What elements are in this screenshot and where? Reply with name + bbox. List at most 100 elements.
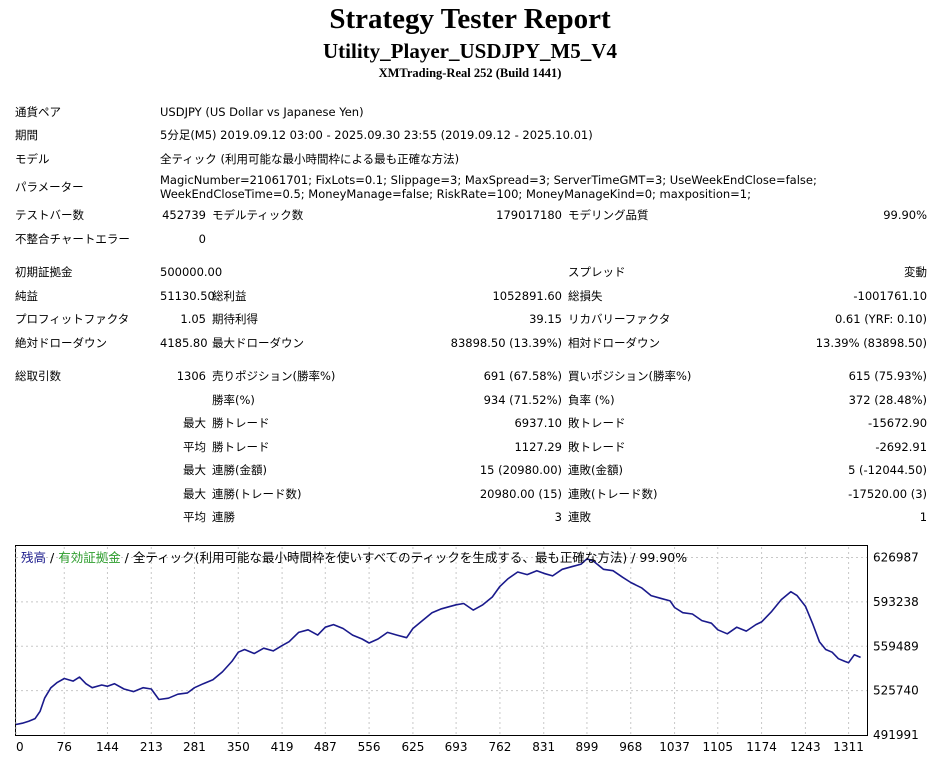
bars-row: テストバー数 452739 モデルティック数 179017180 モデリング品質… xyxy=(12,204,930,228)
chart-legend: 残高 / 有効証拠金 / 全ティック(利用可能な最小時間枠を使いすべてのティック… xyxy=(21,550,687,565)
params-line-2: WeekEndCloseTime=0.5; MoneyManage=false;… xyxy=(160,187,751,201)
quality-value: 99.90% xyxy=(883,208,928,223)
drawdown-row: 絶対ドローダウン 4185.80 最大ドローダウン 83898.50 (13.3… xyxy=(12,331,930,355)
x-tick-label: 76 xyxy=(57,740,72,754)
max-cons-amount-label: 最大 xyxy=(183,486,206,501)
deposit-label: 初期証拠金 xyxy=(15,265,73,280)
deposit-row: 初期証拠金 500000.00 スプレッド 変動 xyxy=(12,261,930,285)
abs-dd-label: 絶対ドローダウン xyxy=(15,335,107,350)
legend-sep-1: / xyxy=(46,550,58,565)
symbol-label: 通貨ペア xyxy=(15,104,61,119)
recovery-label: リカバリーファクタ xyxy=(568,312,671,327)
plot-area xyxy=(15,545,868,736)
largest-loss-value: -15672.90 xyxy=(868,416,928,431)
params-value: MagicNumber=21061701; FixLots=0.1; Slipp… xyxy=(157,171,930,204)
pf-label: プロフィットファクタ xyxy=(15,312,130,327)
balance-line xyxy=(15,558,861,726)
y-tick-label: 593238 xyxy=(873,595,919,609)
x-tick-label: 556 xyxy=(358,740,381,754)
model-label: モデル xyxy=(15,151,50,166)
largest-row: 最大 勝トレード 6937.10 敗トレード -15672.90 xyxy=(12,412,930,436)
gross-loss-value: -1001761.10 xyxy=(853,288,928,303)
bars-label: テストバー数 xyxy=(15,208,84,223)
spread-label: スプレッド xyxy=(568,265,626,280)
avg-cons-row: 平均 連勝 3 連敗 1 xyxy=(12,506,930,530)
long-label: 買いポジション(勝率%) xyxy=(568,369,692,384)
gross-loss-label: 総損失 xyxy=(568,288,603,303)
x-tick-label: 1174 xyxy=(746,740,777,754)
avg-win-label: 勝トレード xyxy=(212,439,270,454)
y-tick-label: 559489 xyxy=(873,639,919,653)
x-tick-label: 1037 xyxy=(659,740,690,754)
net-label: 純益 xyxy=(15,288,38,303)
x-tick-label: 1243 xyxy=(790,740,821,754)
max-cons-losses-label: 連敗(金額) xyxy=(568,463,623,478)
model-value: 全ティック (利用可能な最小時間枠による最も正確な方法) xyxy=(160,151,460,166)
x-tick-label: 213 xyxy=(140,740,163,754)
abs-dd-value: 4185.80 xyxy=(160,335,208,350)
period-value: 5分足(M5) 2019.09.12 03:00 - 2025.09.30 23… xyxy=(160,128,593,143)
max-cons-losses-value: 5 (-12044.50) xyxy=(848,463,928,478)
net-row: 純益 51130.50 総利益 1052891.60 総損失 -1001761.… xyxy=(12,284,930,308)
legend-balance: 残高 xyxy=(21,550,46,565)
max-cons-wins-value: 15 (20980.00) xyxy=(479,463,562,478)
x-tick-label: 762 xyxy=(488,740,511,754)
legend-equity: 有効証拠金 xyxy=(58,550,121,565)
mismatch-value: 0 xyxy=(198,231,206,246)
max-dd-value: 83898.50 (13.39%) xyxy=(450,335,562,350)
deposit-value: 500000.00 xyxy=(160,265,223,280)
max-dd-label: 最大ドローダウン xyxy=(212,335,304,350)
x-tick-label: 419 xyxy=(271,740,294,754)
spread-value: 変動 xyxy=(904,265,928,280)
x-tick-label: 350 xyxy=(227,740,250,754)
short-label: 売りポジション(勝率%) xyxy=(212,369,336,384)
model-row: モデル 全ティック (利用可能な最小時間枠による最も正確な方法) xyxy=(12,147,930,171)
max-cons-amount-row: 最大 連勝(トレード数) 20980.00 (15) 連敗(トレード数) -17… xyxy=(12,482,930,506)
payoff-value: 39.15 xyxy=(529,312,562,327)
grid xyxy=(15,547,867,735)
payoff-label: 期待利得 xyxy=(212,312,258,327)
legend-sep-2: / xyxy=(121,550,133,565)
params-label: パラメーター xyxy=(15,180,84,194)
avg-win-value: 1127.29 xyxy=(514,439,562,454)
avg-cons-losses-value: 1 xyxy=(919,510,928,525)
legend-model: 全ティック(利用可能な最小時間枠を使いすべてのティックを生成する、最も正確な方法… xyxy=(133,550,687,565)
long-value: 615 (75.93%) xyxy=(848,369,928,384)
report-title: Strategy Tester Report xyxy=(329,3,611,35)
trades-value: 1306 xyxy=(176,369,206,384)
win-rate-value: 934 (71.52%) xyxy=(483,392,562,407)
report-table: 通貨ペア USDJPY (US Dollar vs Japanese Yen) … xyxy=(12,100,930,529)
avg-cons-wins-value: 3 xyxy=(554,510,562,525)
mismatch-row: 不整合チャートエラー 0 xyxy=(12,227,930,251)
y-axis-ticks: 626987 593238 559489 525740 491991 xyxy=(873,551,919,742)
x-tick-label: 0 xyxy=(16,740,24,754)
params-row: パラメーター MagicNumber=21061701; FixLots=0.1… xyxy=(12,171,930,204)
y-tick-label: 491991 xyxy=(873,728,919,742)
max-cons-row: 最大 連勝(金額) 15 (20980.00) 連敗(金額) 5 (-12044… xyxy=(12,459,930,483)
ticks-label: モデルティック数 xyxy=(212,208,304,223)
params-line-1: MagicNumber=21061701; FixLots=0.1; Slipp… xyxy=(160,173,817,187)
avg-cons-label: 平均 xyxy=(183,510,206,525)
period-row: 期間 5分足(M5) 2019.09.12 03:00 - 2025.09.30… xyxy=(12,124,930,148)
largest-win-label: 勝トレード xyxy=(212,416,270,431)
avg-cons-wins-label: 連勝 xyxy=(212,510,235,525)
x-tick-label: 144 xyxy=(96,740,119,754)
pf-value: 1.05 xyxy=(180,312,206,327)
win-rate-label: 勝率(%) xyxy=(212,392,255,407)
balance-chart: 626987 593238 559489 525740 491991 0 76 144 213… xyxy=(15,545,919,754)
mismatch-label: 不整合チャートエラー xyxy=(15,231,130,246)
largest-label: 最大 xyxy=(183,416,206,431)
max-cons-profit-label: 連勝(トレード数) xyxy=(212,486,302,501)
max-cons-profit-value: 20980.00 (15) xyxy=(479,486,562,501)
short-value: 691 (67.58%) xyxy=(483,369,562,384)
x-tick-label: 831 xyxy=(532,740,555,754)
pf-row: プロフィットファクタ 1.05 期待利得 39.15 リカバリーファクタ 0.6… xyxy=(12,308,930,332)
x-tick-label: 625 xyxy=(401,740,424,754)
symbol-row: 通貨ペア USDJPY (US Dollar vs Japanese Yen) xyxy=(12,100,930,124)
trades-row: 総取引数 1306 売りポジション(勝率%) 691 (67.58%) 買いポジ… xyxy=(12,365,930,389)
avg-cons-losses-label: 連敗 xyxy=(568,510,591,525)
rel-dd-label: 相対ドローダウン xyxy=(568,335,660,350)
net-value: 51130.50 xyxy=(160,288,215,303)
x-tick-label: 693 xyxy=(445,740,468,754)
y-tick-label: 525740 xyxy=(873,684,919,698)
